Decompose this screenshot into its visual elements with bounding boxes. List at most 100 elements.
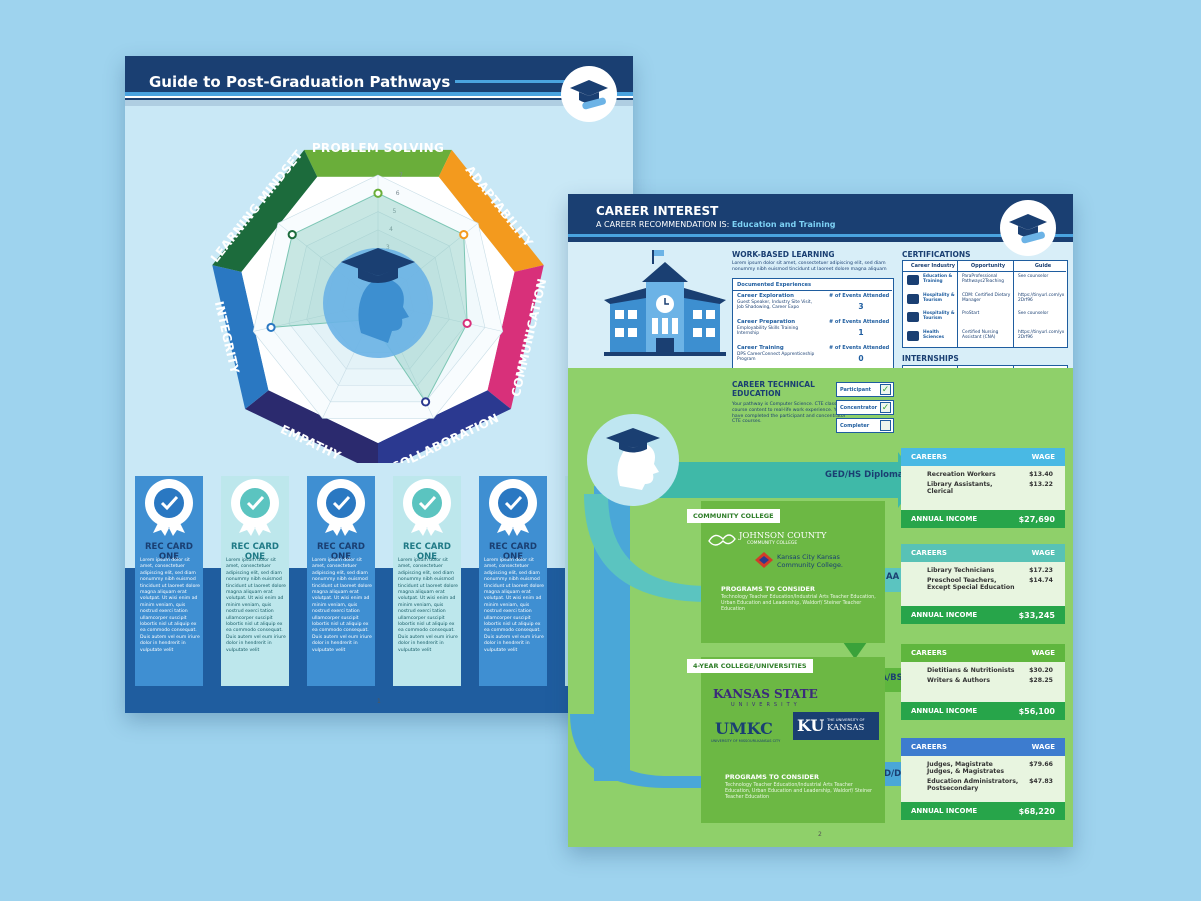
annual-income-label: ANNUAL INCOME [911, 611, 978, 619]
kckcc-logo-sub: Community College. [777, 561, 844, 569]
internships-title: INTERNSHIPS [902, 354, 959, 363]
university-tag: 4-YEAR COLLEGE/UNIVERSITIES [687, 659, 813, 673]
cte-level: Concentrator ✓ [836, 400, 894, 415]
ksu-logo-name: KANSAS STATE [713, 687, 818, 701]
rec-card-body: Lorem ipsum dolor sit amet, consectetuer… [226, 558, 286, 653]
award-ribbon-icon [479, 476, 547, 536]
annual-income-label: ANNUAL INCOME [911, 807, 978, 815]
wbl-row-label: Career Training [737, 345, 784, 351]
wbl-row-detail: Guest Speaker, Industry Site Visit, Job … [737, 300, 812, 311]
career-wage: $30.20 [1029, 667, 1053, 674]
wbl-row-label: Career Preparation [737, 319, 796, 325]
career-row: Education Administrators, Postsecondary $… [901, 778, 1065, 792]
table-header: Opportunity [970, 263, 1006, 269]
cte-level: Participant ✓ [836, 382, 894, 397]
career-interest-title: CAREER INTEREST [596, 204, 719, 218]
career-row: Judges, Magistrate Judges, & Magistrates… [901, 761, 1065, 775]
rec-card-title: REC CARD ONE [403, 542, 451, 562]
radar-tick-label: 5 [392, 208, 396, 215]
career-name: Library Technicians [927, 567, 995, 574]
wage-label: WAGE [1031, 453, 1055, 461]
radar-point-1 [459, 229, 469, 240]
student-head-icon [323, 248, 433, 358]
award-ribbon-icon [307, 476, 375, 536]
wbl-row-value: 3 [858, 302, 864, 311]
annual-income-value: $33,245 [1018, 610, 1055, 620]
radar-segment-6 [212, 149, 318, 272]
wbl-row-label: Career Exploration [737, 293, 794, 299]
jccc-logo-icon [708, 534, 736, 546]
kckcc-logo-icon [755, 552, 773, 568]
careers-label: CAREERS [911, 743, 947, 751]
level-ba: BA/BS [874, 673, 903, 683]
radar-tick-label: 3 [386, 244, 390, 251]
documented-experiences-title: Documented Experiences [737, 282, 812, 288]
jccc-logo-name: JOHNSON COUNTY [739, 531, 827, 541]
career-name: Writers & Authors [927, 677, 991, 684]
career-wage: $28.25 [1029, 677, 1053, 684]
table-industry: Education & Training [923, 274, 953, 284]
cte-level-checkbox[interactable]: ✓ [880, 384, 891, 395]
career-row: Library Assistants, Clerical $13.22 [901, 481, 1065, 495]
radar-segment-3 [378, 390, 511, 463]
industry-icon [907, 312, 919, 322]
award-ribbon-icon [393, 476, 461, 536]
certifications-title: CERTIFICATIONS [902, 250, 971, 259]
uni-programs-body: Technology Teacher Education/Industrial … [725, 783, 872, 800]
page-number: 1 [377, 698, 381, 705]
annual-income-value: $27,690 [1018, 514, 1055, 524]
kckcc-logo-name: Kansas City Kansas [777, 553, 840, 561]
wbl-description: Lorem ipsum dolor sit amet, consectetuer… [732, 261, 887, 272]
radar-point-2 [462, 318, 472, 328]
annual-income-bar: ANNUAL INCOME $27,690 [901, 510, 1065, 528]
career-name: Recreation Workers [927, 471, 996, 478]
page-title: Guide to Post-Graduation Pathways [149, 73, 451, 91]
careers-label: CAREERS [911, 453, 947, 461]
level-aa: AA [886, 572, 900, 582]
cte-title: CAREER TECHNICAL EDUCATION [732, 380, 815, 398]
table-opportunity: ProStart [962, 311, 980, 316]
career-wage: $13.40 [1029, 471, 1053, 478]
career-wage: $47.83 [1029, 778, 1053, 785]
annual-income-bar: ANNUAL INCOME $33,245 [901, 606, 1065, 624]
rec-card-title: REC CARD ONE [317, 542, 365, 562]
uni-programs-title: PROGRAMS TO CONSIDER [725, 773, 819, 781]
page-number-two: 2 [818, 831, 822, 838]
career-box: CAREERS WAGE Dietitians & Nutritionists $30… [901, 644, 1065, 720]
cte-level-label: Participant [840, 387, 872, 393]
cte-level-label: Completer [840, 423, 870, 429]
recommendation-value: Education and Training [731, 220, 836, 229]
annual-income-label: ANNUAL INCOME [911, 515, 978, 523]
career-row: Writers & Authors $28.25 [901, 677, 1065, 684]
wage-label: WAGE [1031, 549, 1055, 557]
ku-logo: KU THE UNIVERSITY OF KANSAS [793, 712, 879, 740]
radar-tick-label: 4 [389, 226, 393, 233]
career-box: CAREERS WAGE Judges, Magistrate Judges, & … [901, 738, 1065, 820]
community-college-tag: COMMUNITY COLLEGE [687, 509, 780, 523]
rec-card-body: Lorem ipsum dolor sit amet, consectetuer… [140, 558, 200, 653]
table-header: Guide [1034, 263, 1052, 269]
radar-point-5 [266, 322, 276, 333]
career-box-header: CAREERS WAGE [901, 738, 1065, 756]
rec-card-title: REC CARD ONE [231, 542, 279, 562]
career-box-header: CAREERS WAGE [901, 644, 1065, 662]
page-one-header: Guide to Post-Graduation Pathways [125, 56, 633, 100]
career-name: Dietitians & Nutritionists [927, 667, 1015, 674]
table-guide: See counselor [1018, 274, 1049, 279]
cte-level-label: Concentrator [840, 405, 878, 411]
page-one: Guide to Post-Graduation Pathways 123456… [125, 56, 633, 713]
cte-level-checkbox[interactable]: ✓ [880, 402, 891, 413]
radar-segment-5 [212, 265, 269, 409]
career-box: CAREERS WAGE Recreation Workers $13.40 Libra… [901, 448, 1065, 528]
university-box: 4-YEAR COLLEGE/UNIVERSITIES KANSAS STATE… [687, 657, 885, 823]
radar-segment-1 [438, 149, 544, 272]
career-box-header: CAREERS WAGE [901, 544, 1065, 562]
career-row: Preschool Teachers, Except Special Educa… [901, 577, 1065, 591]
cc-programs-title: PROGRAMS TO CONSIDER [721, 585, 815, 593]
page-two: CAREER INTEREST A CAREER RECOMMENDATION … [568, 194, 1073, 847]
wbl-title: WORK-BASED LEARNING [732, 250, 835, 259]
cte-level-checkbox[interactable] [880, 420, 891, 431]
umkc-logo-name: UMKC [715, 719, 773, 738]
umkc-logo-sub: UNIVERSITY OF MISSOURI-KANSAS CITY [711, 739, 781, 743]
ku-logo-name: KANSAS [827, 723, 865, 733]
